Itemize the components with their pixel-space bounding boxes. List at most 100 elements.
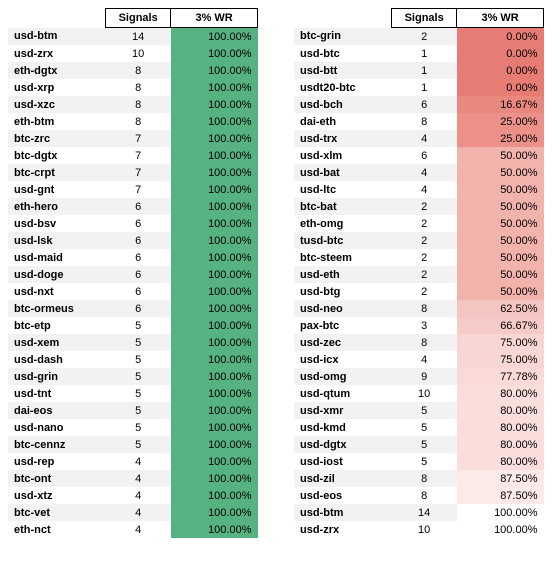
- wr-cell: 50.00%: [457, 232, 544, 249]
- table-row: btc-crpt7100.00%: [8, 164, 258, 181]
- wr-cell: 100.00%: [171, 283, 258, 300]
- signals-cell: 6: [392, 96, 457, 113]
- table-row: usd-bch616.67%: [294, 96, 544, 113]
- wr-cell: 50.00%: [457, 215, 544, 232]
- wr-cell: 50.00%: [457, 198, 544, 215]
- pair-cell: btc-zrc: [8, 130, 106, 147]
- signals-cell: 4: [106, 504, 171, 521]
- table-row: btc-dgtx7100.00%: [8, 147, 258, 164]
- pair-cell: btc-cennz: [8, 436, 106, 453]
- signals-cell: 8: [106, 62, 171, 79]
- table-row: pax-btc366.67%: [294, 317, 544, 334]
- signals-cell: 5: [106, 317, 171, 334]
- table-row: usd-ltc450.00%: [294, 181, 544, 198]
- signals-cell: 2: [392, 249, 457, 266]
- signals-cell: 5: [106, 334, 171, 351]
- table-row: usd-xmr580.00%: [294, 402, 544, 419]
- pair-cell: usd-btm: [8, 28, 106, 46]
- wr-cell: 50.00%: [457, 266, 544, 283]
- signals-cell: 2: [392, 232, 457, 249]
- table-row: usd-btg250.00%: [294, 283, 544, 300]
- right-table: Signals 3% WR btc-grin20.00%usd-btc10.00…: [294, 8, 544, 538]
- wr-cell: 0.00%: [457, 28, 544, 46]
- pair-cell: usd-xrp: [8, 79, 106, 96]
- pair-cell: usd-xlm: [294, 147, 392, 164]
- signals-cell: 5: [392, 436, 457, 453]
- pair-cell: usd-nxt: [8, 283, 106, 300]
- pair-cell: btc-vet: [8, 504, 106, 521]
- blank-header: [294, 9, 392, 28]
- signals-cell: 6: [106, 266, 171, 283]
- wr-cell: 80.00%: [457, 436, 544, 453]
- table-row: usd-lsk6100.00%: [8, 232, 258, 249]
- wr-cell: 100.00%: [171, 249, 258, 266]
- signals-cell: 8: [392, 334, 457, 351]
- table-row: usd-xrp8100.00%: [8, 79, 258, 96]
- pair-cell: usd-zrx: [8, 45, 106, 62]
- signals-cell: 2: [392, 198, 457, 215]
- left-table: Signals 3% WR usd-btm14100.00%usd-zrx101…: [8, 8, 258, 538]
- pair-cell: usd-btt: [294, 62, 392, 79]
- signals-cell: 7: [106, 130, 171, 147]
- table-row: usd-xzc8100.00%: [8, 96, 258, 113]
- signals-cell: 5: [106, 368, 171, 385]
- pair-cell: btc-bat: [294, 198, 392, 215]
- table-row: usd-nano5100.00%: [8, 419, 258, 436]
- signals-cell: 4: [106, 487, 171, 504]
- pair-cell: eth-hero: [8, 198, 106, 215]
- wr-cell: 100.00%: [171, 28, 258, 46]
- pair-cell: eth-dgtx: [8, 62, 106, 79]
- pair-cell: eth-nct: [8, 521, 106, 538]
- pair-cell: usd-btc: [294, 45, 392, 62]
- wr-cell: 16.67%: [457, 96, 544, 113]
- pair-cell: usd-xzc: [8, 96, 106, 113]
- pair-cell: usd-xtz: [8, 487, 106, 504]
- wr-cell: 50.00%: [457, 249, 544, 266]
- pair-cell: eth-btm: [8, 113, 106, 130]
- wr-cell: 62.50%: [457, 300, 544, 317]
- table-row: usd-btt10.00%: [294, 62, 544, 79]
- wr-cell: 25.00%: [457, 113, 544, 130]
- pair-cell: usd-gnt: [8, 181, 106, 198]
- table-row: eth-omg250.00%: [294, 215, 544, 232]
- wr-cell: 100.00%: [171, 215, 258, 232]
- wr-cell: 100.00%: [171, 232, 258, 249]
- pair-cell: btc-dgtx: [8, 147, 106, 164]
- wr-cell: 100.00%: [171, 385, 258, 402]
- wr-cell: 0.00%: [457, 62, 544, 79]
- pair-cell: usd-lsk: [8, 232, 106, 249]
- signals-cell: 5: [392, 419, 457, 436]
- signals-cell: 4: [392, 164, 457, 181]
- pair-cell: pax-btc: [294, 317, 392, 334]
- signals-cell: 10: [392, 385, 457, 402]
- signals-cell: 1: [392, 79, 457, 96]
- signals-cell: 8: [392, 113, 457, 130]
- table-row: btc-etp5100.00%: [8, 317, 258, 334]
- signals-cell: 8: [106, 79, 171, 96]
- header-row: Signals 3% WR: [8, 9, 258, 28]
- wr-cell: 100.00%: [171, 164, 258, 181]
- table-row: usd-neo862.50%: [294, 300, 544, 317]
- wr-cell: 50.00%: [457, 147, 544, 164]
- table-row: usd-btm14100.00%: [8, 28, 258, 46]
- signals-cell: 6: [106, 300, 171, 317]
- signals-cell: 2: [392, 283, 457, 300]
- signals-cell: 5: [106, 385, 171, 402]
- table-row: usd-xtz4100.00%: [8, 487, 258, 504]
- wr-cell: 87.50%: [457, 487, 544, 504]
- signals-cell: 14: [392, 504, 457, 521]
- wr-cell: 100.00%: [171, 436, 258, 453]
- wr-cell: 25.00%: [457, 130, 544, 147]
- table-row: usd-doge6100.00%: [8, 266, 258, 283]
- table-row: usd-zil887.50%: [294, 470, 544, 487]
- pair-cell: usd-doge: [8, 266, 106, 283]
- table-row: btc-vet4100.00%: [8, 504, 258, 521]
- pair-cell: usd-rep: [8, 453, 106, 470]
- pair-cell: usd-qtum: [294, 385, 392, 402]
- table-row: usd-trx425.00%: [294, 130, 544, 147]
- table-row: usd-iost580.00%: [294, 453, 544, 470]
- pair-cell: usd-xmr: [294, 402, 392, 419]
- wr-cell: 100.00%: [171, 334, 258, 351]
- table-row: eth-dgtx8100.00%: [8, 62, 258, 79]
- table-row: btc-bat250.00%: [294, 198, 544, 215]
